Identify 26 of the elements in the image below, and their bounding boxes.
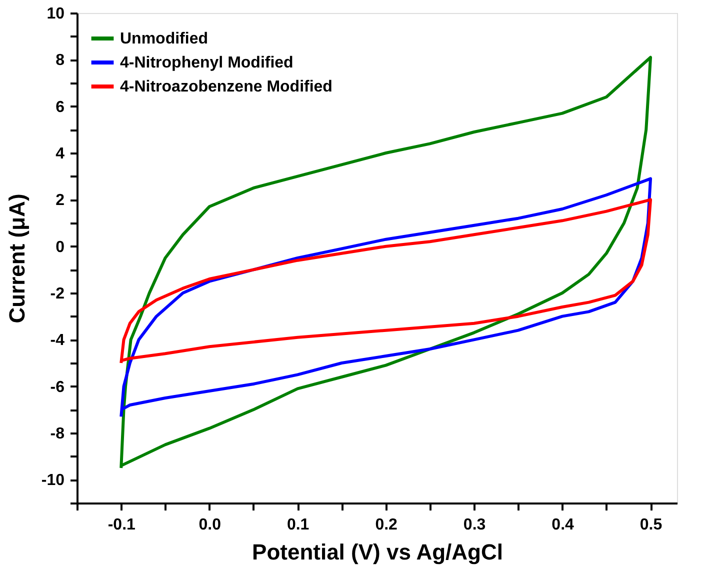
y-tick-label: -8 [50,426,65,442]
x-tick-label: 0.2 [375,516,398,534]
y-tick-label: 0 [56,238,65,256]
x-tick-label: 0.3 [463,516,486,534]
y-axis-title: Current (μA) [4,194,30,324]
y-tick-label: -2 [50,286,65,302]
line-series [120,56,652,470]
line-series [120,177,652,418]
y-tick-label: 8 [56,52,65,70]
x-tick-label: 0.4 [552,516,574,534]
x-tick-label: 0.1 [286,516,310,534]
y-tick-label: 2 [56,192,65,210]
y-tick-label: 6 [56,98,65,116]
x-tick-label: -0.1 [108,516,136,534]
x-tick-label: 0.0 [198,516,222,534]
y-tick-label: 10 [46,6,65,22]
y-tick-label: -10 [41,472,65,490]
y-tick-label: 4 [56,146,65,162]
legend-label: 4-Nitroazobenzene Modified [120,78,332,96]
y-tick-label: -4 [50,332,65,350]
y-tick-label: -6 [50,378,65,396]
x-axis-title: Potential (V) vs Ag/AgCl [252,540,503,564]
line-series [120,198,652,364]
legend-label: Unmodified [120,30,208,48]
legend-label: 4-Nitrophenyl Modified [120,54,294,72]
x-tick-label: 0.5 [640,516,662,534]
